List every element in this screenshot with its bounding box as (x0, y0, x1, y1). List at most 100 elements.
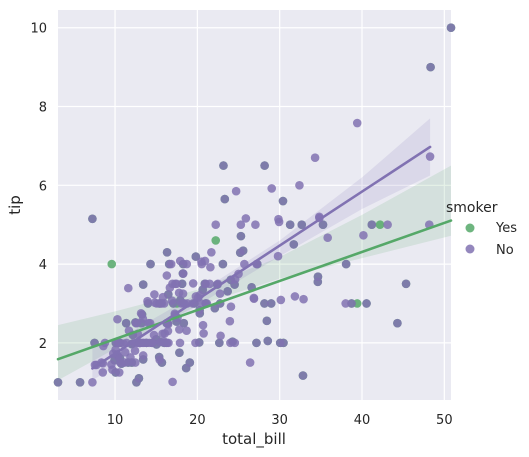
point-no (191, 338, 200, 348)
point-no (179, 318, 189, 328)
point-no (121, 318, 131, 328)
regression-line-yes (56, 219, 453, 361)
point-no (274, 214, 283, 224)
legend-label-no: No (496, 243, 514, 258)
point-no (362, 299, 371, 308)
point-no (226, 338, 235, 348)
point-no (175, 348, 184, 358)
point-no (235, 248, 245, 257)
point-no (162, 271, 172, 280)
point-no (219, 161, 228, 170)
point-no (393, 318, 402, 328)
point-no (341, 299, 350, 308)
point-no (225, 316, 235, 326)
point-no (323, 233, 332, 242)
point-no (223, 286, 232, 296)
point-no (53, 377, 63, 387)
point-no (298, 371, 308, 380)
point-no (132, 377, 141, 387)
point-no (75, 377, 85, 387)
point-no (262, 316, 272, 326)
point-no (310, 153, 320, 163)
point-no (278, 196, 288, 206)
point-no (290, 292, 300, 301)
point-no (181, 363, 191, 373)
legend-label-yes: Yes (495, 221, 517, 236)
point-no (401, 279, 411, 289)
point-no (146, 259, 155, 269)
regression-lines (56, 145, 453, 370)
point-no (137, 310, 147, 319)
point-no (295, 181, 304, 190)
y-tick-labels: 2 4 6 8 10 (30, 22, 47, 352)
y-tick-label: 4 (39, 258, 47, 273)
point-no (215, 289, 225, 298)
x-tick-labels: 10 20 30 40 50 (107, 413, 453, 428)
point-no (88, 377, 97, 387)
point-no (197, 259, 207, 269)
point-no (245, 358, 255, 367)
point-no (175, 338, 185, 348)
point-yes (211, 236, 221, 245)
point-no (182, 259, 192, 269)
point-no (251, 220, 260, 229)
point-no (175, 296, 185, 305)
point-no (207, 247, 216, 257)
x-tick-label: 40 (354, 413, 371, 428)
point-no (285, 220, 295, 229)
x-tick-label: 50 (436, 413, 453, 428)
regression-line-no (91, 145, 432, 370)
y-axis-label: tip (6, 195, 24, 215)
point-no (341, 259, 351, 269)
legend-title: smoker (446, 200, 498, 216)
point-no (347, 299, 356, 308)
point-no (177, 279, 187, 289)
point-no (168, 377, 177, 387)
point-no (289, 240, 299, 249)
y-tick-label: 10 (30, 22, 47, 37)
point-no (143, 299, 153, 308)
point-no (367, 220, 377, 229)
point-no (135, 338, 145, 348)
point-no (150, 290, 159, 299)
point-no (297, 220, 307, 229)
point-no (220, 194, 230, 204)
point-no (164, 290, 173, 299)
point-no (241, 214, 251, 223)
legend: smoker Yes No (446, 200, 517, 258)
point-no (155, 337, 165, 347)
point-no (267, 184, 277, 193)
point-no (163, 326, 173, 336)
point-yes (375, 220, 385, 229)
point-no (425, 152, 435, 161)
point-no (230, 280, 239, 289)
point-no (123, 358, 133, 367)
y-tick-label: 8 (39, 101, 47, 116)
point-no (98, 368, 108, 377)
point-no (147, 338, 157, 348)
point-no (318, 220, 328, 229)
x-tick-label: 20 (189, 413, 206, 428)
point-no (188, 279, 198, 288)
x-tick-label: 10 (107, 413, 124, 428)
point-no (249, 293, 259, 303)
point-no (206, 262, 215, 272)
point-no (273, 251, 283, 261)
point-no (215, 338, 224, 348)
point-no (236, 220, 246, 229)
point-no (164, 259, 174, 269)
point-no (252, 338, 261, 348)
point-no (426, 62, 435, 72)
point-no (178, 289, 188, 298)
point-no (124, 283, 133, 293)
point-no (88, 214, 97, 224)
point-no (130, 346, 140, 356)
y-tick-label: 6 (39, 179, 47, 194)
point-no (359, 231, 368, 240)
x-axis-label: total_bill (222, 430, 286, 449)
point-no (231, 186, 241, 196)
point-no (200, 279, 210, 289)
point-no (211, 220, 221, 229)
point-no (218, 259, 228, 269)
legend-marker-yes (465, 223, 475, 233)
